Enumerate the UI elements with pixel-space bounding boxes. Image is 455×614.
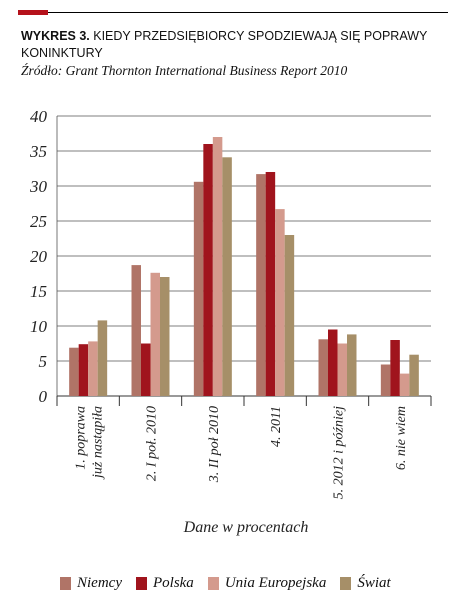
bar-chart: 0 5 10 15 20 25 30 35 40 1. poprawa już nastąpiła 2… <box>29 107 432 536</box>
x-axis-label: Dane w procentach <box>183 519 309 536</box>
chart-legend: Niemcy Polska Unia Europejska Świat <box>60 572 405 594</box>
legend-item: Świat <box>340 574 391 592</box>
y-tick-label: 0 <box>39 387 48 406</box>
x-tick-label: 4. 2011 <box>269 406 284 447</box>
bar <box>78 344 89 396</box>
x-tick-label: 5. 2012 i później <box>332 406 347 499</box>
x-tick-label: 2. I poł. 2010 <box>145 406 160 481</box>
bar <box>212 137 223 396</box>
chart-title: WYKRES 3. KIEDY PRZEDSIĘBIORCY SPODZIEWA… <box>21 28 441 62</box>
divider-line <box>48 12 448 13</box>
legend-swatch <box>340 576 352 590</box>
bar <box>222 157 232 396</box>
legend-swatch <box>135 576 147 590</box>
bar <box>399 373 410 396</box>
legend-label: Świat <box>357 574 391 591</box>
bar <box>380 364 391 396</box>
x-tick-label: 1. poprawa <box>74 406 89 470</box>
bar <box>203 144 213 396</box>
bar <box>265 172 276 396</box>
chart-title-text: KIEDY PRZEDSIĘBIORCY SPODZIEWAJĄ SIĘ POP… <box>21 29 428 60</box>
legend-label: Polska <box>152 574 194 591</box>
bar <box>284 235 295 396</box>
bar <box>69 347 79 396</box>
legend-item: Niemcy <box>60 575 122 592</box>
bar <box>88 341 98 396</box>
x-tick-label: 6. nie wiem <box>394 406 409 470</box>
legend-item: Unia Europejska <box>207 574 327 592</box>
y-tick-label: 5 <box>39 352 48 371</box>
legend-swatch <box>60 576 71 590</box>
bar <box>337 343 347 396</box>
y-tick-label: 15 <box>30 282 47 301</box>
accent-bar <box>18 10 48 15</box>
y-tick-label: 35 <box>29 142 47 161</box>
bar <box>193 181 204 396</box>
bar <box>347 334 357 396</box>
legend-label: Niemcy <box>77 574 122 591</box>
bar <box>328 329 338 396</box>
legend-item: Polska <box>135 574 194 592</box>
chart-source: Źródło: Grant Thornton International Bus… <box>21 63 348 78</box>
bar <box>256 174 266 396</box>
bar <box>318 339 328 396</box>
y-tick-label: 20 <box>30 247 48 266</box>
legend-label: Unia Europejska <box>224 574 327 591</box>
bar <box>275 209 285 396</box>
x-tick-label: już nastąpiła <box>91 406 106 480</box>
top-rule <box>18 10 448 15</box>
chart-title-lead: WYKRES 3. <box>21 29 90 43</box>
bar <box>160 277 170 396</box>
y-tick-label: 30 <box>29 177 48 196</box>
bar <box>150 272 160 396</box>
bar <box>409 354 419 396</box>
bar <box>97 320 108 396</box>
y-tick-label: 10 <box>30 317 48 336</box>
bar <box>141 343 151 396</box>
x-tick-label: 3. II poł 2010 <box>207 406 222 483</box>
y-tick-label: 25 <box>30 212 47 231</box>
y-tick-label: 40 <box>30 107 48 126</box>
bar <box>390 340 400 396</box>
bar <box>131 265 141 396</box>
legend-swatch <box>207 576 219 590</box>
